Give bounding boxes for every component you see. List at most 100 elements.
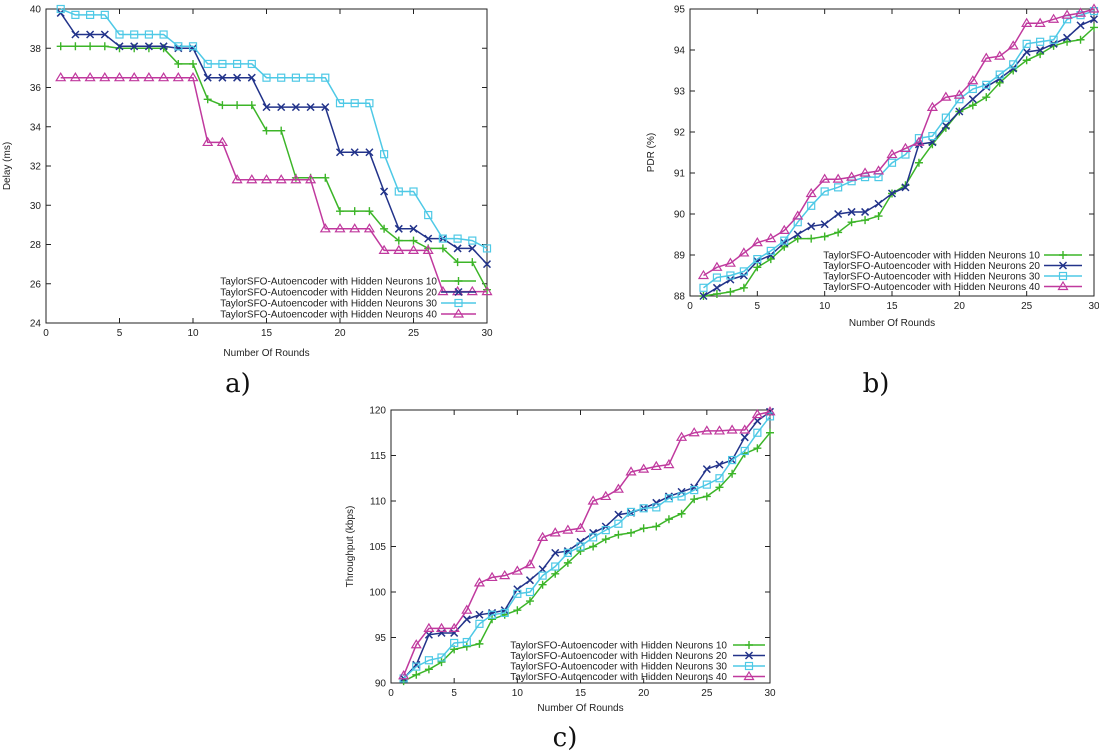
- square-marker: [380, 150, 389, 159]
- plus-marker: [1036, 50, 1045, 59]
- square-marker: [614, 519, 623, 528]
- x-marker: [807, 222, 816, 231]
- square-marker: [115, 30, 124, 39]
- triangle-marker: [84, 72, 96, 82]
- square-marker: [601, 526, 610, 535]
- legend-label: TaylorSFO-Autoencoder with Hidden Neuron…: [220, 299, 437, 310]
- y-tick-label: 100: [369, 588, 386, 599]
- square-marker: [690, 485, 699, 495]
- triangle-marker: [650, 460, 662, 471]
- triangle-marker: [805, 187, 817, 198]
- square-marker: [218, 59, 227, 69]
- square-marker: [100, 10, 109, 19]
- triangle-marker: [778, 224, 790, 234]
- x-tick-label: 10: [819, 301, 831, 312]
- triangle-marker: [398, 670, 410, 680]
- triangle-marker: [625, 466, 637, 476]
- x-marker: [365, 148, 374, 157]
- x-marker: [453, 244, 462, 253]
- triangle-marker: [69, 72, 81, 82]
- plus-marker: [380, 224, 389, 233]
- square-marker: [513, 589, 522, 598]
- plus-marker: [614, 530, 623, 539]
- x-marker: [513, 585, 522, 594]
- series-line: [703, 26, 1095, 297]
- triangle-marker: [612, 483, 624, 493]
- x-tick-label: 20: [334, 328, 346, 339]
- x-marker: [1063, 33, 1072, 42]
- square-marker: [321, 73, 330, 82]
- plus-marker: [715, 483, 724, 492]
- panel-label: b): [863, 369, 890, 399]
- square-marker: [450, 638, 459, 648]
- square-marker: [1022, 39, 1031, 48]
- plus-marker: [664, 515, 673, 524]
- x-marker: [130, 42, 139, 51]
- plus-marker: [576, 547, 585, 556]
- y-tick-label: 120: [369, 406, 386, 417]
- square-marker: [726, 271, 735, 280]
- square-marker: [454, 298, 463, 308]
- plus-marker: [982, 93, 991, 102]
- triangle-marker: [751, 237, 763, 247]
- legend-label: TaylorSFO-Autoencoder with Hidden Neuron…: [510, 662, 727, 673]
- plus-marker: [453, 258, 462, 267]
- plus-marker: [247, 101, 256, 110]
- triangle-marker: [926, 101, 938, 111]
- x-marker: [968, 95, 977, 104]
- triangle-marker: [461, 604, 473, 614]
- plus-marker: [1076, 35, 1085, 44]
- plus-marker: [726, 287, 735, 296]
- plus-marker: [262, 126, 271, 135]
- triangle-marker: [187, 72, 199, 82]
- y-tick-label: 34: [30, 122, 42, 133]
- x-marker: [159, 42, 168, 51]
- x-marker: [115, 42, 124, 51]
- plus-marker: [1022, 56, 1031, 65]
- x-marker: [335, 148, 345, 157]
- x-marker: [475, 610, 484, 619]
- plus-marker: [551, 569, 560, 578]
- series-line: [703, 10, 1095, 289]
- square-marker: [639, 504, 648, 513]
- square-marker: [277, 73, 286, 82]
- square-marker: [350, 99, 359, 108]
- plus-marker: [462, 642, 471, 651]
- x-marker: [551, 548, 560, 557]
- square-marker: [739, 267, 748, 276]
- y-tick-label: 92: [674, 128, 686, 139]
- triangle-marker: [739, 424, 751, 434]
- series-4: [398, 406, 776, 680]
- x-marker: [454, 287, 463, 297]
- y-tick-label: 88: [674, 292, 686, 303]
- plus-marker: [753, 263, 762, 272]
- y-tick-label: 93: [674, 87, 686, 98]
- x-tick-label: 25: [408, 328, 420, 339]
- legend: TaylorSFO-Autoencoder with Hidden Neuron…: [220, 277, 476, 321]
- plus-marker: [601, 535, 610, 544]
- triangle-marker: [410, 639, 422, 649]
- triangle-marker: [524, 559, 536, 569]
- x-marker: [394, 224, 403, 233]
- x-marker: [861, 207, 870, 216]
- square-marker: [995, 70, 1004, 79]
- triangle-marker: [499, 569, 511, 580]
- triangle-marker: [663, 458, 675, 469]
- square-marker: [130, 30, 139, 39]
- plus-marker: [203, 95, 212, 104]
- plus-marker: [437, 658, 446, 667]
- square-marker: [487, 610, 497, 619]
- triangle-marker: [913, 136, 925, 146]
- x-marker: [100, 30, 109, 39]
- x-marker: [412, 660, 421, 669]
- y-tick-label: 95: [375, 633, 387, 644]
- square-marker: [753, 255, 762, 264]
- x-marker: [614, 510, 623, 519]
- x-marker: [424, 234, 433, 243]
- plus-marker: [639, 524, 648, 533]
- x-marker: [955, 107, 964, 116]
- x-marker: [482, 260, 492, 269]
- y-tick-label: 26: [30, 279, 42, 290]
- square-marker: [807, 201, 816, 210]
- triangle-marker: [967, 75, 979, 85]
